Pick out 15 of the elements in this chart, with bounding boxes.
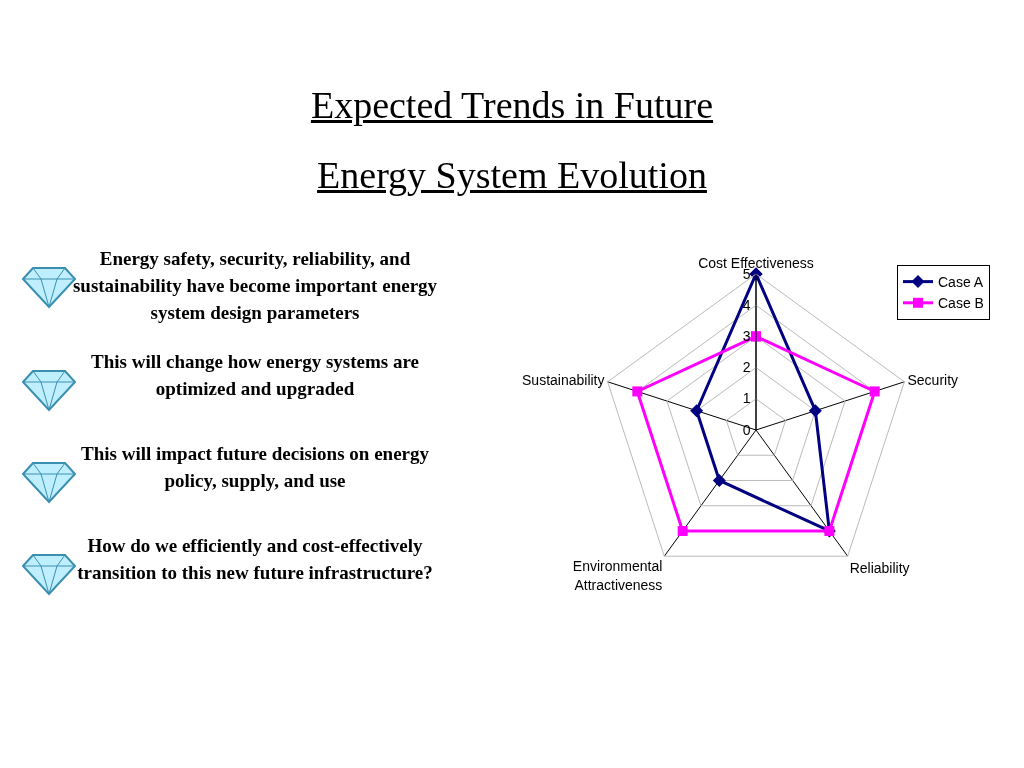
text: This will change how energy systems are optimized and upgraded [90, 350, 420, 401]
spoke-label: Sustainability [522, 371, 605, 388]
spoke-label: Environmental Attractiveness [572, 558, 663, 593]
spoke-label: Reliability [849, 560, 910, 577]
y-tick-label: 2 [742, 359, 751, 376]
chart-title: Expected Trends in Future Energy System Evolution [310, 84, 714, 196]
legend-label: Case B [938, 295, 984, 312]
y-tick-label: 4 [742, 296, 751, 313]
text: This will impact future decisions on energy policy, supply, and use [80, 442, 430, 493]
text: Energy safety, security, reliability, and sustainability have become important energy system design parameters [71, 247, 439, 325]
y-tick-label: 1 [742, 390, 751, 407]
y-tick-label: 3 [742, 327, 751, 344]
spoke-label: Security [907, 371, 959, 388]
legend-label: Case A [938, 274, 984, 291]
text: How do we efficiently and cost-effectively transition to this new future infrastructure? [76, 534, 434, 585]
